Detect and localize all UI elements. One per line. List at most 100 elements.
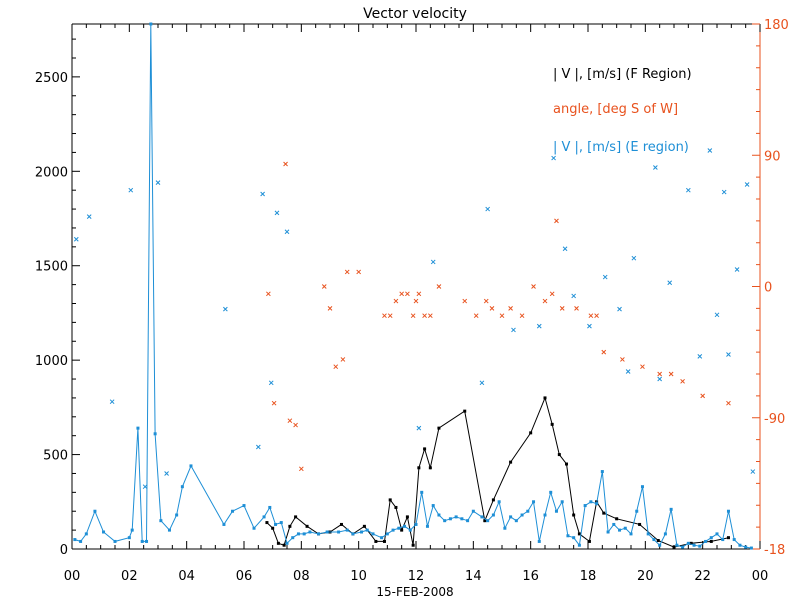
data-point: [709, 539, 713, 543]
data-point: [365, 528, 369, 532]
data-point-x: [399, 291, 405, 297]
data-point: [382, 539, 386, 543]
x-tick-label: 08: [293, 569, 310, 584]
y-left-tick-label: 1000: [35, 354, 68, 369]
data-point: [532, 500, 536, 504]
data-point-x: [274, 210, 280, 216]
data-point-x: [640, 364, 645, 370]
legend-entry-angle: angle, [deg S of W]: [553, 102, 678, 117]
data-point-x: [73, 236, 79, 242]
data-point-x: [594, 313, 599, 319]
data-point-x: [588, 313, 594, 319]
data-point-x: [479, 380, 485, 386]
data-point: [638, 522, 642, 526]
data-point: [73, 538, 77, 542]
data-point-x: [356, 269, 362, 275]
data-point: [448, 517, 452, 521]
data-point: [749, 546, 753, 550]
x-tick-label: 16: [522, 569, 539, 584]
data-point: [397, 526, 401, 530]
data-point-x: [266, 291, 271, 297]
data-point: [606, 530, 610, 534]
data-point: [288, 524, 292, 528]
data-point: [302, 532, 306, 536]
y-left-tick-label: 2500: [35, 71, 68, 86]
data-point: [543, 396, 547, 400]
data-point: [351, 532, 355, 536]
data-point: [159, 519, 163, 523]
data-point-x: [422, 313, 427, 319]
data-point: [93, 509, 97, 513]
data-point: [360, 530, 364, 534]
data-point-x: [333, 364, 339, 370]
data-point: [615, 517, 619, 521]
data-point: [394, 505, 398, 509]
data-point: [130, 528, 134, 532]
data-point-x: [321, 284, 327, 289]
data-point: [663, 532, 667, 536]
data-point: [669, 507, 673, 511]
data-point: [405, 515, 409, 519]
data-point: [550, 422, 554, 426]
data-point: [153, 432, 157, 436]
data-point: [503, 526, 507, 530]
data-point-x: [436, 284, 442, 289]
data-point-x: [416, 425, 422, 431]
x-tick-label: 20: [637, 569, 654, 584]
data-point: [291, 536, 295, 540]
data-point-x: [109, 399, 115, 405]
data-point-x: [667, 280, 673, 286]
data-point: [385, 532, 389, 536]
y-right-tick-label: 180: [764, 18, 789, 33]
data-point: [113, 539, 117, 543]
data-point-x: [744, 182, 750, 187]
x-tick-label: 14: [465, 569, 482, 584]
data-point-x: [387, 313, 393, 319]
data-point: [437, 513, 441, 517]
data-point: [145, 539, 149, 543]
data-point: [175, 513, 179, 517]
data-point: [726, 509, 730, 513]
series-3: [73, 148, 756, 490]
y-left-tick-label: 0: [60, 543, 68, 558]
data-point: [732, 538, 736, 542]
data-point-x: [726, 400, 731, 406]
data-point: [721, 538, 725, 542]
data-point: [454, 515, 458, 519]
data-point-x: [697, 354, 703, 359]
data-point: [180, 485, 184, 489]
data-point: [672, 545, 676, 549]
data-point: [403, 524, 407, 528]
y-right-tick-label: -18: [764, 543, 785, 558]
data-point: [565, 462, 568, 466]
data-point-x: [617, 306, 622, 312]
data-point-x: [499, 313, 505, 319]
data-point-x: [485, 206, 491, 212]
y-right-tick-label: 0: [764, 281, 772, 296]
data-point-x: [86, 214, 92, 219]
data-point: [149, 22, 153, 26]
data-point: [587, 539, 591, 543]
x-tick-label: 10: [350, 569, 367, 584]
data-point: [414, 522, 418, 526]
data-point: [715, 532, 719, 536]
data-point: [339, 522, 343, 526]
data-point: [595, 502, 599, 506]
data-point: [480, 515, 484, 519]
y-axis-left: 0 500 1000 1500 2000 2500: [35, 38, 80, 558]
data-point: [428, 466, 432, 470]
data-point-x: [726, 352, 731, 357]
data-point: [296, 532, 300, 536]
data-point-x: [601, 349, 607, 355]
data-point-x: [680, 378, 685, 384]
data-point: [189, 464, 193, 468]
data-point: [744, 545, 748, 549]
data-point: [689, 541, 693, 545]
data-point: [362, 524, 366, 528]
legend-entry-e-region: | V |, [m/s] (E region): [553, 140, 689, 155]
data-point: [692, 543, 696, 547]
data-point-x: [508, 306, 513, 311]
data-point: [262, 515, 266, 519]
data-point-x: [473, 313, 479, 319]
data-point: [549, 490, 553, 494]
